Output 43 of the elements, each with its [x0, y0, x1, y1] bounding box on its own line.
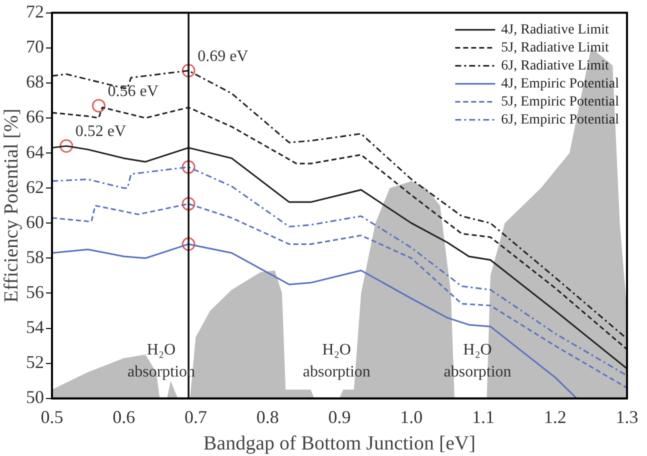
- point: [182, 237, 196, 251]
- annotation: absorption: [444, 364, 512, 381]
- point: [182, 160, 196, 174]
- annotation: 0.56 eV: [108, 82, 159, 100]
- x-tick-label: 1.3: [616, 406, 638, 427]
- x-tick-label: 0.7: [184, 406, 207, 427]
- y-tick-label: 54: [26, 317, 44, 338]
- point: [182, 197, 196, 211]
- y-tick-label: 60: [26, 212, 44, 232]
- legend-label: 6J, Empiric Potential: [501, 112, 620, 128]
- legend-label: 5J, Empiric Potential: [501, 94, 620, 110]
- x-tick-label: 0.6: [112, 406, 136, 427]
- x-tick-label: 1.0: [400, 406, 423, 427]
- y-axis-title: Efficiency Potential [%]: [0, 108, 22, 303]
- y-tick-label: 62: [26, 176, 44, 197]
- y-tick-label: 52: [26, 352, 44, 372]
- x-tick-label: 1.2: [544, 406, 566, 427]
- legend-label: 6J, Radiative Limit: [501, 58, 609, 74]
- point: [182, 64, 196, 78]
- y-tick-label: 58: [26, 246, 44, 267]
- x-tick-label: 0.9: [328, 406, 351, 427]
- legend-label: 4J, Empiric Potential: [501, 76, 620, 92]
- legend-label: 4J, Radiative Limit: [501, 22, 609, 38]
- legend-label: 5J, Radiative Limit: [501, 40, 609, 56]
- y-tick-label: 56: [26, 282, 44, 302]
- annotation: H₂O: [322, 342, 351, 359]
- x-tick-label: 0.8: [256, 406, 279, 427]
- annotation: 0.52 eV: [75, 123, 126, 140]
- annotation: H₂O: [146, 342, 176, 359]
- annotation: H₂O: [463, 342, 492, 359]
- y-tick-label: 50: [26, 387, 44, 408]
- y-tick-label: 70: [26, 36, 44, 57]
- x-tick-label: 0.5: [40, 406, 64, 427]
- x-tick-label: 1.1: [472, 406, 494, 427]
- x-axis-title: Bandgap of Bottom Junction [eV]: [203, 432, 476, 454]
- point: [92, 98, 106, 112]
- point: [60, 139, 74, 153]
- y-tick-label: 72: [26, 2, 44, 22]
- y-tick-label: 64: [26, 142, 44, 162]
- y-tick-label: 66: [26, 106, 44, 127]
- y-tick-label: 68: [26, 72, 44, 92]
- annotation: absorption: [302, 364, 370, 381]
- annotation: 0.69 eV: [198, 48, 249, 65]
